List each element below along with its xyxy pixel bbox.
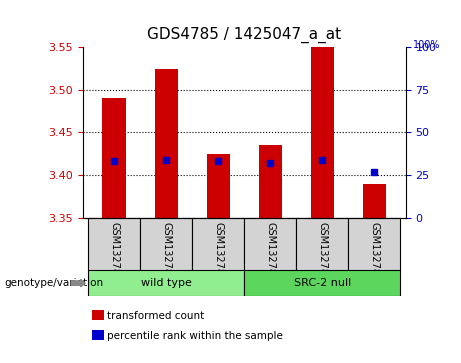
Text: transformed count: transformed count [107, 311, 205, 321]
Text: GSM1327832: GSM1327832 [369, 222, 379, 287]
Bar [192, 218, 244, 270]
Text: GSM1327828: GSM1327828 [161, 222, 171, 287]
Text: GSM1327831: GSM1327831 [318, 222, 327, 287]
Bar [102, 98, 126, 218]
Bar [154, 69, 178, 218]
Text: genotype/variation: genotype/variation [5, 278, 104, 288]
Bar [140, 218, 192, 270]
Text: percentile rank within the sample: percentile rank within the sample [107, 331, 284, 341]
Bar [207, 154, 230, 218]
Text: GSM1327829: GSM1327829 [213, 222, 223, 287]
Title: GDS4785 / 1425047_a_at: GDS4785 / 1425047_a_at [147, 27, 342, 43]
Bar [311, 47, 334, 218]
Bar [244, 218, 296, 270]
Bar [244, 270, 401, 296]
Text: 100%: 100% [413, 40, 440, 50]
Text: wild type: wild type [141, 278, 192, 288]
Bar [88, 218, 140, 270]
Text: GSM1327827: GSM1327827 [109, 222, 119, 287]
Bar [363, 184, 386, 218]
Bar [88, 270, 244, 296]
Bar [259, 145, 282, 218]
Bar [349, 218, 401, 270]
Bar [296, 218, 349, 270]
Text: GSM1327830: GSM1327830 [266, 222, 275, 287]
Text: SRC-2 null: SRC-2 null [294, 278, 351, 288]
